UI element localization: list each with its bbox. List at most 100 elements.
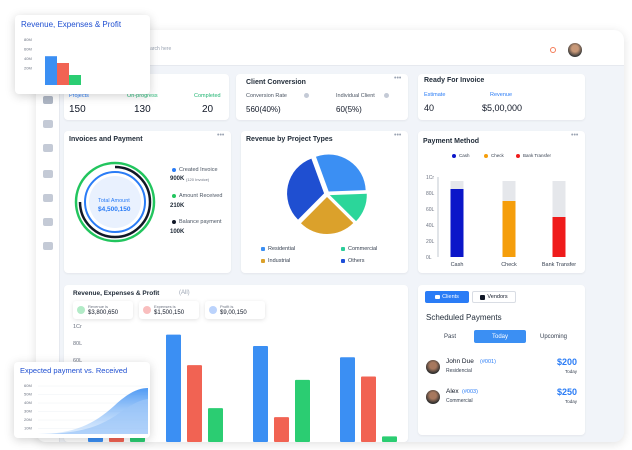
y-tick: 0L — [426, 255, 432, 261]
revenue-bar[interactable] — [382, 436, 397, 442]
clients-icon — [435, 295, 441, 299]
revenue-bar[interactable] — [208, 408, 223, 442]
amount-received-value: 210K — [170, 203, 185, 209]
completed-label: Completed — [194, 93, 221, 99]
summary-chip: Revenue is $3,800,650 — [73, 301, 133, 319]
individual-client-value: 60(5%) — [336, 105, 362, 114]
y-tick: 50M — [24, 392, 32, 397]
legend-swatch — [452, 153, 456, 158]
total-amount-label: Total Amount — [98, 198, 130, 204]
add-icon[interactable] — [43, 242, 53, 250]
created-invoice-value: 900K — [170, 176, 185, 182]
revenue-bar[interactable] — [361, 376, 376, 442]
revenue-bar[interactable] — [295, 379, 310, 442]
revenue-bar[interactable] — [187, 365, 202, 442]
summary-label: Profit is — [220, 304, 234, 309]
revenue-bar[interactable] — [340, 357, 355, 442]
bar-bank-transfer[interactable] — [552, 217, 566, 257]
y-tick: 40L — [426, 223, 435, 229]
y-tick: 40M — [24, 56, 32, 61]
legend-swatch — [484, 153, 488, 158]
floating-expected-title: Expected payment vs. Received — [20, 366, 128, 375]
ready-invoice-card: Ready For Invoice Estimate 40 Revenue $5… — [418, 74, 585, 120]
y-tick: 60L — [73, 358, 82, 364]
floating-revenue-card: Revenue, Expenses & Profit 80M 60M 40M 20M — [15, 15, 150, 94]
legend-check: Check — [484, 153, 504, 158]
legend-industrial: Industrial — [261, 258, 290, 264]
calendar-icon[interactable] — [43, 218, 53, 226]
client-type: Commercial — [446, 398, 473, 404]
bar-cash[interactable] — [450, 189, 464, 257]
tab-today[interactable]: Today — [474, 330, 526, 343]
pie-slice-commercial[interactable] — [329, 193, 367, 222]
balance-payment-label: Balance payment — [179, 219, 222, 225]
search-input[interactable]: Search here — [144, 46, 172, 52]
info-icon — [304, 93, 309, 98]
mini-bar-expenses — [57, 63, 69, 85]
summary-icon — [143, 306, 151, 314]
legend-swatch — [516, 153, 520, 158]
y-tick: 30M — [24, 409, 32, 414]
pie-slice-industrial[interactable] — [300, 196, 354, 234]
summary-value: $3,800,650 — [88, 310, 119, 316]
payment-row[interactable]: John Due (#001) Residencial $200 Today — [418, 355, 585, 381]
tab-past[interactable]: Past — [444, 334, 457, 340]
pie-slice-residential[interactable] — [315, 154, 366, 192]
client-conversion-card: Client Conversion ••• Conversion Rate 56… — [236, 74, 408, 120]
legend-swatch — [341, 247, 345, 251]
projects-value: 150 — [69, 104, 86, 115]
revenue-label: Revenue — [490, 92, 513, 98]
notification-icon[interactable] — [550, 47, 556, 53]
dashboard-icon[interactable] — [43, 96, 53, 104]
client-code: (#001) — [480, 359, 496, 365]
on-progress-value: 130 — [134, 104, 151, 115]
documents-icon[interactable] — [43, 170, 53, 178]
invoices-payment-card: Invoices and Payment ••• Total Amount $4… — [64, 131, 231, 273]
pie-slice-others[interactable] — [287, 158, 325, 220]
avatar[interactable] — [568, 43, 582, 57]
legend-others: Others — [341, 258, 365, 264]
summary-chip: Expenses is $1,500,150 — [139, 301, 199, 319]
vendors-icon — [480, 294, 486, 300]
client-conversion-title: Client Conversion — [246, 79, 306, 86]
y-tick: 20L — [426, 239, 435, 245]
more-icon[interactable]: ••• — [394, 75, 402, 82]
created-dot — [172, 168, 176, 172]
revenue-bar[interactable] — [166, 334, 181, 442]
more-icon[interactable]: ••• — [217, 132, 225, 139]
y-tick: 80M — [24, 37, 32, 42]
tab-clients[interactable]: Clients — [425, 291, 469, 303]
y-tick: 80L — [426, 191, 435, 197]
y-tick: 10M — [24, 426, 32, 431]
users-icon[interactable] — [43, 120, 53, 128]
invoices-payment-title: Invoices and Payment — [69, 136, 143, 143]
messages-icon[interactable] — [43, 194, 53, 202]
revenue-expenses-title: Revenue, Expenses & Profit — [73, 290, 160, 297]
y-tick: 1Cr — [73, 324, 82, 330]
more-icon[interactable]: ••• — [394, 132, 402, 139]
payment-method-card: Payment Method ••• Cash Check Bank Trans… — [418, 131, 585, 273]
tab-upcoming[interactable]: Upcoming — [540, 334, 568, 340]
project-types-title: Revenue by Project Types — [246, 136, 333, 143]
scheduled-payments-card: Clients Vendors Scheduled Payments Past … — [418, 285, 585, 435]
bar-check[interactable] — [502, 201, 516, 257]
y-tick: 40M — [24, 400, 32, 405]
payment-amount: $200 — [556, 357, 577, 367]
y-tick: 20M — [24, 66, 32, 71]
revenue-bar[interactable] — [274, 417, 289, 442]
more-icon[interactable]: ••• — [571, 132, 579, 139]
estimate-value: 40 — [424, 103, 435, 113]
project-types-card: Revenue by Project Types ••• Residential… — [241, 131, 408, 273]
invoice-rings-chart — [74, 161, 156, 243]
revenue-bar[interactable] — [253, 345, 268, 442]
payment-row[interactable]: Alex (#003) Commercial $250 Today — [418, 385, 585, 411]
revenue-filter[interactable]: (All) — [179, 290, 190, 296]
payment-when: Today — [564, 399, 577, 404]
tab-vendors[interactable]: Vendors — [472, 291, 516, 303]
floating-revenue-title: Revenue, Expenses & Profit — [21, 20, 122, 29]
created-invoice-label: Created Invoice — [179, 167, 218, 173]
client-code: (#003) — [462, 389, 478, 395]
tools-icon[interactable] — [43, 144, 53, 152]
legend-swatch — [341, 259, 345, 263]
y-tick: 60M — [24, 383, 32, 388]
